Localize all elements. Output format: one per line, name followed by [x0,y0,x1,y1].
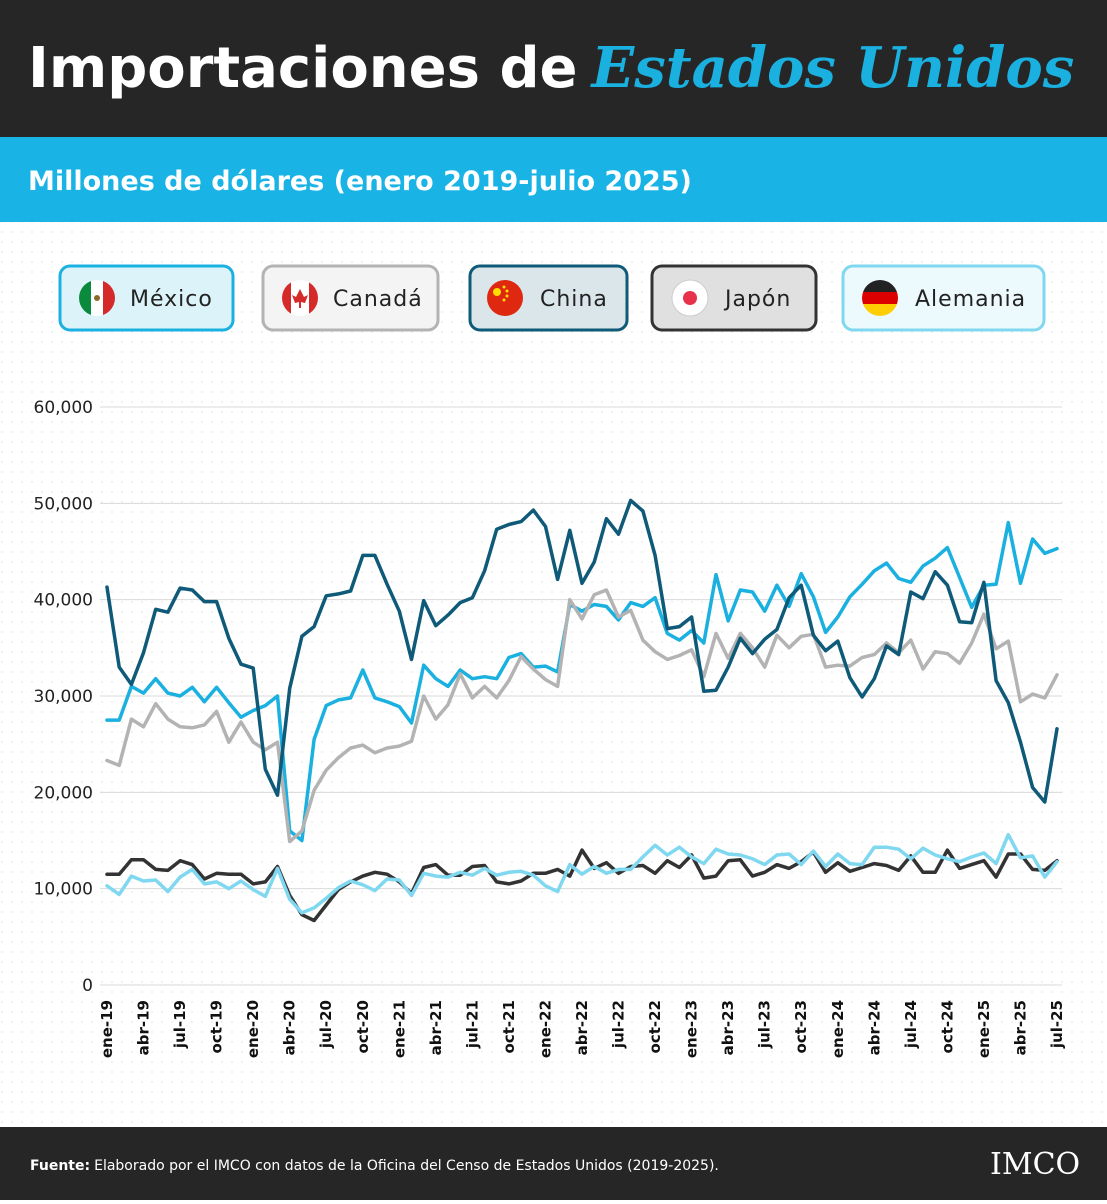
flag-canada [282,280,318,316]
legend: México Canadá China Japón Alemania [58,264,1046,332]
x-tick-label: jul-24 [902,1000,920,1049]
x-tick-label: jul-19 [171,1000,189,1049]
y-tick-label: 10,000 [34,880,93,900]
series-line [105,848,1059,923]
x-tick-label: jul-22 [610,1000,628,1049]
series-line [105,520,1059,843]
legend-item: Japón [650,264,818,332]
x-tick-label: abr-20 [281,1000,299,1055]
source-label: Fuente: [30,1158,90,1174]
legend-label: México [130,287,213,312]
legend-label: Alemania [915,287,1026,312]
legend-box [841,264,1046,332]
legend-item: Alemania [841,264,1046,332]
x-tick-label: jul-23 [756,1000,774,1049]
flag-japan [671,279,709,317]
legend-label: China [540,287,608,312]
y-tick-label: 20,000 [34,783,93,803]
logo: IMCO [990,1147,1080,1182]
flag-mexico [79,280,115,316]
x-tick-label: oct-21 [500,1000,518,1053]
footer [0,1127,1107,1200]
x-tick-label: abr-25 [1011,1000,1029,1055]
subtitle: Millones de dólares (enero 2019-julio 20… [28,166,692,197]
flag-china [487,280,523,316]
source: Fuente: Elaborado por el IMCO con datos d… [30,1158,719,1174]
x-tick-label: abr-24 [865,1000,883,1055]
y-tick-label: 50,000 [34,494,93,514]
x-tick-label: oct-20 [354,1000,372,1053]
x-tick-label: oct-22 [646,1000,664,1053]
x-tick-label: ene-25 [975,1000,993,1058]
x-tick-label: jul-20 [317,1000,335,1049]
y-tick-label: 0 [82,976,93,996]
source-text: Elaborado por el IMCO con datos de la Of… [94,1158,719,1174]
x-tick-label: ene-20 [244,1000,262,1058]
x-tick-label: ene-23 [683,1000,701,1058]
x-tick-label: oct-24 [938,1000,956,1053]
y-tick-label: 30,000 [34,687,93,707]
series-line [105,498,1059,804]
x-tick-label: abr-23 [719,1000,737,1055]
legend-label: Japón [723,287,791,312]
subtitle-band [0,137,1107,222]
y-tick-label: 60,000 [34,398,93,418]
legend-item: Canadá [261,264,440,332]
x-tick-label: ene-22 [536,1000,554,1058]
legend-item: China [468,264,629,332]
x-tick-label: ene-21 [390,1000,408,1058]
background-pattern [0,222,1107,1127]
x-tick-label: abr-19 [135,1000,153,1055]
legend-item: México [58,264,235,332]
x-tick-label: ene-19 [98,1000,116,1058]
y-tick-label: 40,000 [34,591,93,611]
x-tick-label: abr-22 [573,1000,591,1055]
x-tick-label: oct-19 [208,1000,226,1053]
x-tick-label: ene-24 [829,1000,847,1058]
chart-title: Importaciones de Estados Unidos [28,35,1074,101]
x-tick-label: abr-21 [427,1000,445,1055]
title-highlight: Estados Unidos [590,35,1075,101]
x-tick-label: jul-25 [1048,1000,1066,1049]
title-main: Importaciones de [28,36,578,101]
x-tick-label: oct-23 [792,1000,810,1053]
x-tick-label: jul-21 [463,1000,481,1049]
flag-germany [862,280,898,316]
plot: 0 10,000 20,000 30,000 40,000 50,000 60,000 ene… [34,398,1066,1058]
series-line [105,832,1059,915]
legend-label: Canadá [333,287,423,312]
header [0,0,1107,137]
